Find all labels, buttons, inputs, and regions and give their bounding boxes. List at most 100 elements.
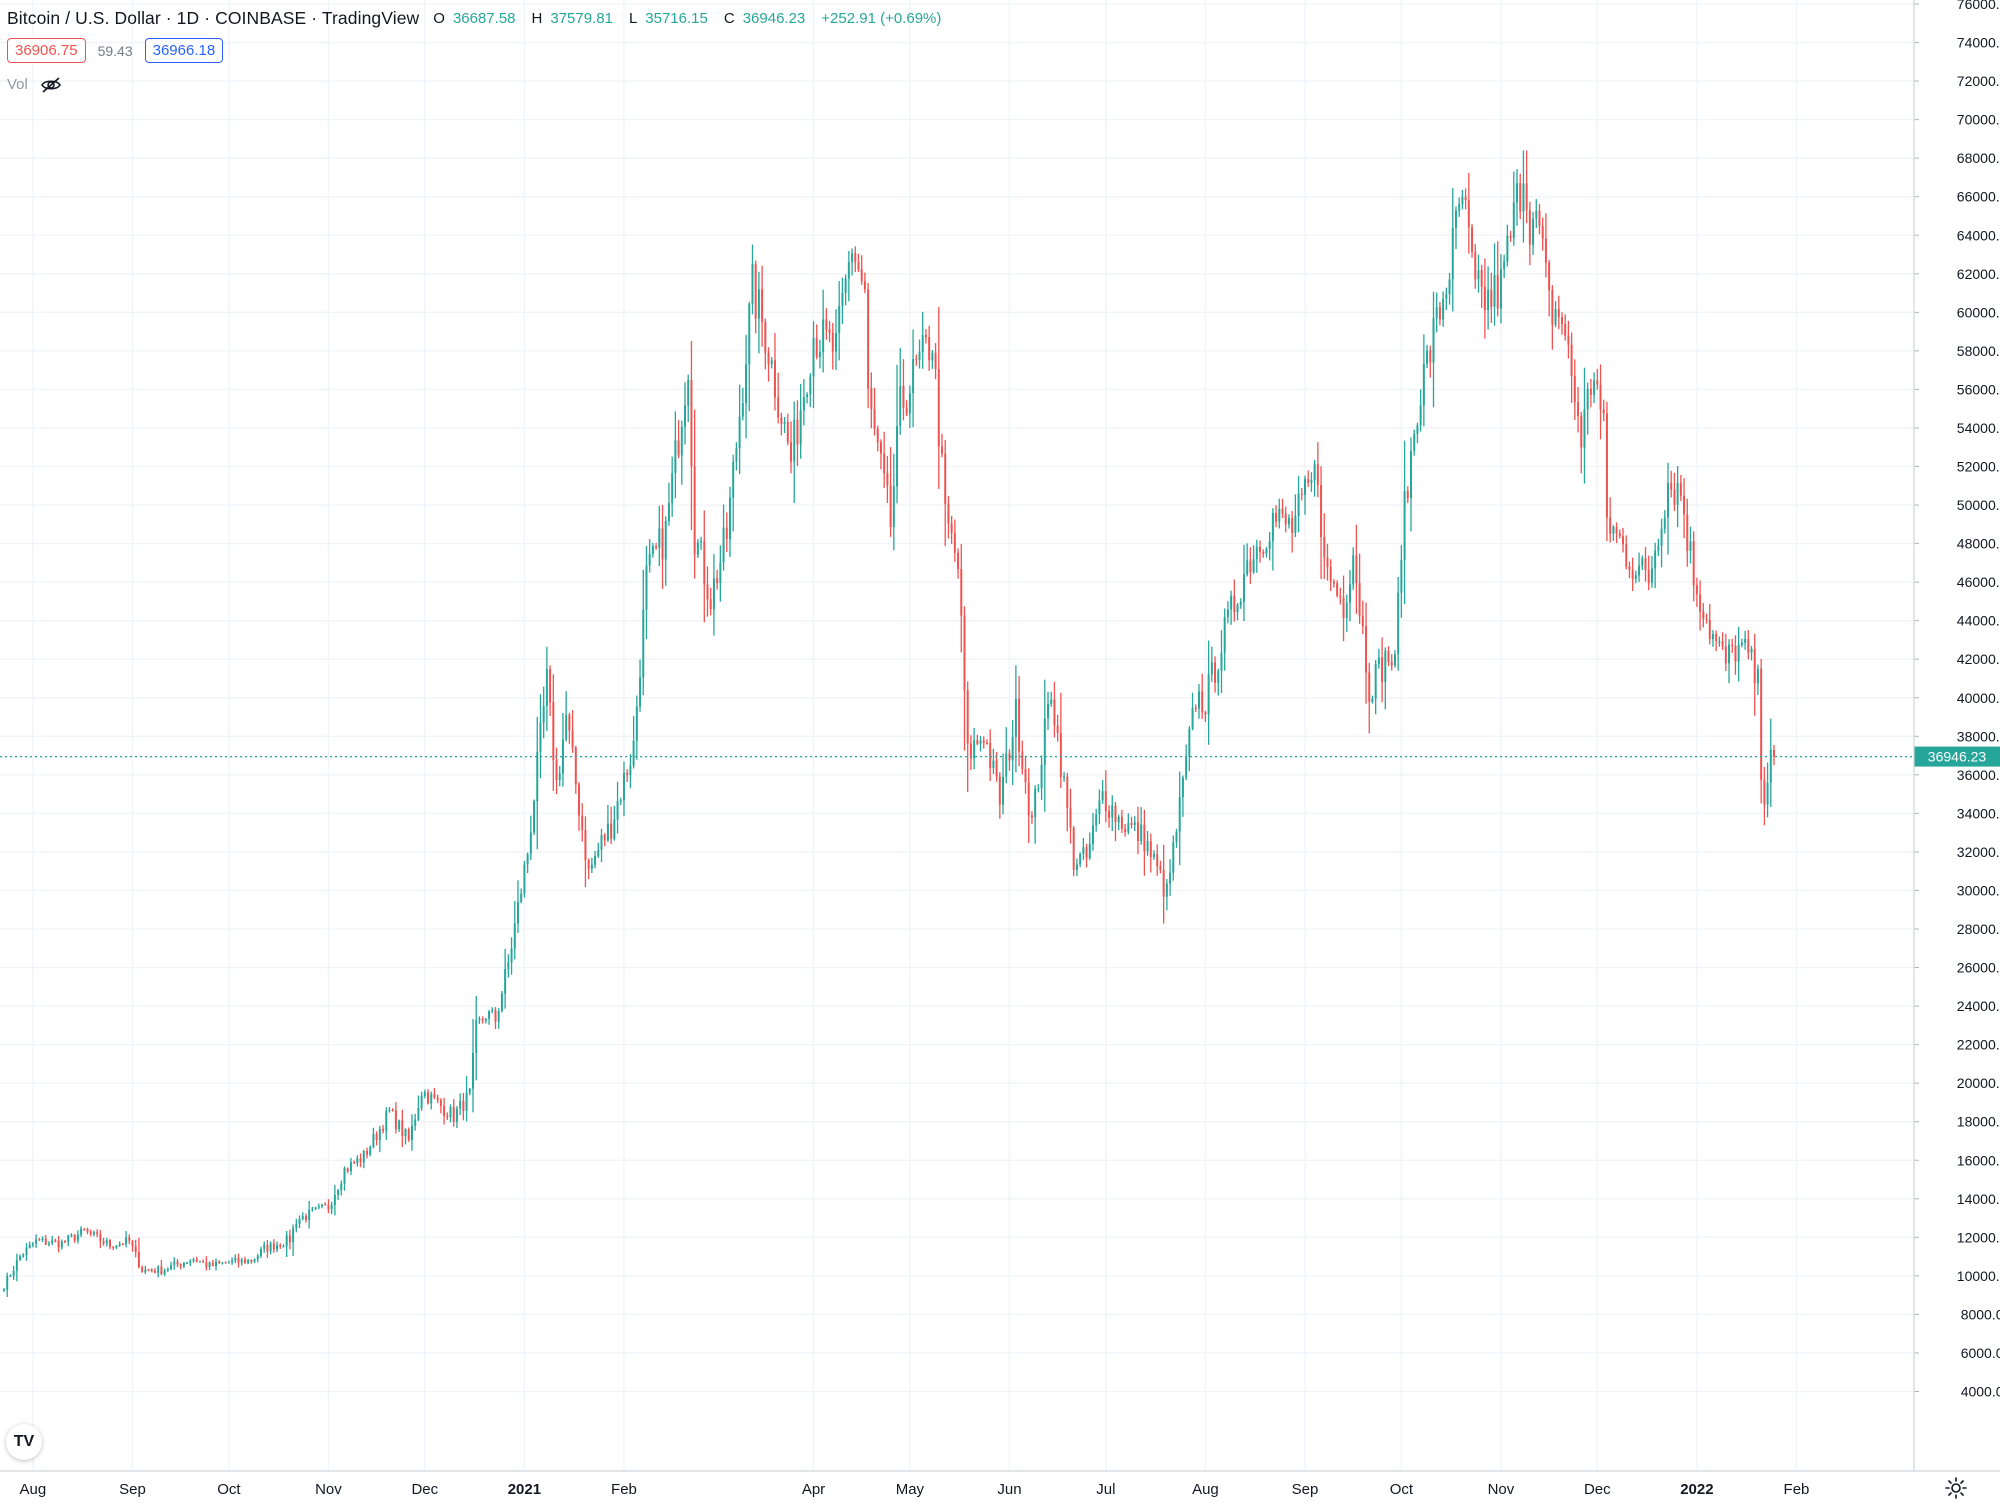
candle-body xyxy=(1307,479,1310,483)
candle xyxy=(1773,744,1775,766)
candle-body xyxy=(578,784,581,816)
candle xyxy=(690,340,693,531)
candle-body xyxy=(1528,210,1531,245)
eye-crossed-icon[interactable] xyxy=(40,76,62,93)
candle-body xyxy=(1159,866,1162,871)
candle xyxy=(198,1260,201,1263)
candle xyxy=(542,686,545,739)
candle xyxy=(504,949,507,1009)
candle xyxy=(301,1212,304,1221)
candle-body xyxy=(1756,668,1759,684)
candle-body xyxy=(234,1257,237,1261)
candle xyxy=(1580,411,1583,474)
candle xyxy=(1037,784,1040,793)
candle xyxy=(1390,654,1393,671)
candle-body xyxy=(838,305,841,334)
candle xyxy=(1609,497,1612,543)
candle xyxy=(311,1206,314,1212)
candle xyxy=(1310,472,1313,492)
candle-body xyxy=(603,835,606,841)
candle-body xyxy=(375,1133,378,1140)
candle xyxy=(96,1229,99,1238)
candle-body xyxy=(728,497,731,540)
candle xyxy=(581,803,584,842)
candle-body xyxy=(594,856,597,865)
candle-body xyxy=(1442,298,1445,320)
candle-body xyxy=(407,1129,410,1141)
candle-body xyxy=(963,615,966,691)
candle-body xyxy=(256,1255,259,1260)
x-tick-label: Dec xyxy=(1584,1481,1611,1498)
candle xyxy=(918,339,921,369)
candle-body xyxy=(690,380,693,467)
candle xyxy=(1634,570,1637,584)
candle xyxy=(243,1256,246,1264)
candle xyxy=(924,329,927,344)
candle-body xyxy=(1622,536,1625,545)
candle-body xyxy=(783,422,786,424)
candle xyxy=(767,347,770,382)
candle xyxy=(574,745,577,794)
candle-body xyxy=(1320,485,1323,538)
candle xyxy=(1162,844,1165,924)
volume-indicator[interactable]: Vol xyxy=(7,76,62,93)
candle xyxy=(410,1114,413,1151)
candle-body xyxy=(1769,750,1772,783)
candle xyxy=(288,1229,291,1250)
candle-body xyxy=(12,1270,15,1276)
candle xyxy=(1522,150,1525,243)
candle xyxy=(491,1007,494,1014)
candle-body xyxy=(1230,595,1233,610)
candle-body xyxy=(398,1120,401,1130)
candle-body xyxy=(539,722,542,752)
y-tick-label: 46000.00 xyxy=(1957,574,2000,590)
candle-body xyxy=(1108,811,1111,818)
candle-body xyxy=(565,715,568,740)
candle-body xyxy=(44,1238,47,1245)
tradingview-logo-icon[interactable]: TV xyxy=(6,1424,42,1460)
symbol-title[interactable]: Bitcoin / U.S. Dollar · 1D · COINBASE · … xyxy=(7,7,420,28)
candle xyxy=(1127,813,1130,835)
candle xyxy=(879,439,882,470)
candle xyxy=(423,1089,426,1099)
gear-icon[interactable] xyxy=(1944,1476,1968,1500)
candle xyxy=(385,1107,388,1140)
candle-body xyxy=(22,1255,25,1257)
candle xyxy=(295,1218,298,1233)
candle-body xyxy=(1644,558,1647,571)
candle xyxy=(1146,830,1149,856)
candle-body xyxy=(1255,547,1258,560)
candle xyxy=(1332,579,1335,588)
candle-body xyxy=(976,740,979,744)
candle-body xyxy=(362,1151,365,1163)
candle-body xyxy=(725,527,728,540)
candle-body xyxy=(1172,842,1175,873)
candle xyxy=(1673,472,1676,512)
candle-body xyxy=(664,520,667,560)
candle xyxy=(523,860,526,898)
candle-body xyxy=(327,1204,330,1210)
candle-body xyxy=(15,1260,18,1271)
buy-price-button[interactable]: 36966.18 xyxy=(144,38,224,63)
candle xyxy=(606,804,609,843)
candle-body xyxy=(157,1266,160,1273)
candle-body xyxy=(484,1018,487,1021)
sell-price-button[interactable]: 36906.75 xyxy=(7,38,86,63)
y-tick-label: 52000.00 xyxy=(1957,459,2000,475)
candle xyxy=(1416,422,1419,444)
candle-body xyxy=(186,1262,189,1265)
candle-body xyxy=(205,1262,208,1268)
candle xyxy=(1365,602,1368,704)
candle xyxy=(1638,552,1641,583)
candle xyxy=(1101,780,1104,804)
low-label: L xyxy=(628,9,638,27)
candle xyxy=(1766,762,1769,818)
candle xyxy=(414,1113,417,1131)
candle xyxy=(1252,545,1255,574)
candle-body xyxy=(1464,196,1467,201)
candle xyxy=(757,271,760,354)
candle-body xyxy=(1377,657,1380,664)
candle xyxy=(835,309,837,370)
candle xyxy=(1593,372,1596,404)
